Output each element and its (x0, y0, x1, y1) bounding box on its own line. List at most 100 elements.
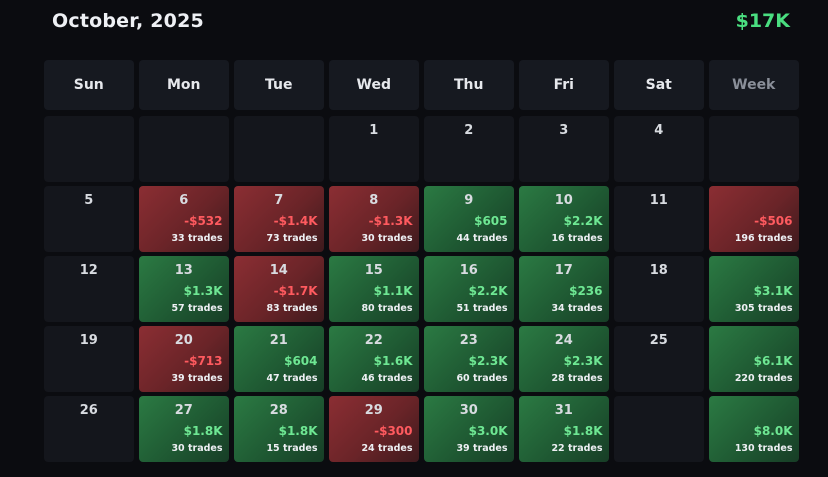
day-cell[interactable]: 3 (519, 116, 609, 182)
day-cell[interactable]: 15 $1.1K 80 trades (329, 256, 419, 322)
day-number: 24 (554, 333, 573, 348)
trade-count: 39 trades (456, 443, 508, 454)
day-cell[interactable]: 19 (44, 326, 134, 392)
day-cell[interactable]: 24 $2.3K 28 trades (519, 326, 609, 392)
day-cell[interactable]: 29 -$300 24 trades (329, 396, 419, 462)
day-cell[interactable]: 26 (44, 396, 134, 462)
day-cell[interactable]: 4 (614, 116, 704, 182)
week-summary-cell[interactable] (709, 116, 799, 182)
day-pnl: -$300 (374, 424, 413, 438)
day-cell[interactable]: 8 -$1.3K 30 trades (329, 186, 419, 252)
day-pnl: -$713 (184, 354, 223, 368)
day-pnl: -$1.3K (368, 214, 413, 228)
day-number: 26 (79, 403, 98, 418)
day-number: 27 (174, 403, 193, 418)
day-pnl: $236 (569, 284, 603, 298)
day-number: 23 (459, 333, 478, 348)
day-cell[interactable]: 25 (614, 326, 704, 392)
day-cell[interactable]: 31 $1.8K 22 trades (519, 396, 609, 462)
trade-count: 34 trades (551, 303, 603, 314)
day-cell[interactable]: 12 (44, 256, 134, 322)
day-number: 20 (174, 333, 193, 348)
day-number: 29 (364, 403, 383, 418)
trade-count: 51 trades (456, 303, 508, 314)
trade-count: 30 trades (171, 443, 223, 454)
day-cell[interactable]: 7 -$1.4K 73 trades (234, 186, 324, 252)
day-number: 1 (369, 123, 379, 138)
day-cell[interactable]: 13 $1.3K 57 trades (139, 256, 229, 322)
day-cell[interactable] (44, 116, 134, 182)
day-number: 12 (79, 263, 98, 278)
day-cell[interactable] (614, 396, 704, 462)
day-cell[interactable]: 23 $2.3K 60 trades (424, 326, 514, 392)
day-pnl: -$1.4K (273, 214, 318, 228)
day-cell[interactable]: 30 $3.0K 39 trades (424, 396, 514, 462)
trade-count: 60 trades (456, 373, 508, 384)
day-cell[interactable]: 22 $1.6K 46 trades (329, 326, 419, 392)
dayheader-week: Week (709, 60, 799, 110)
trade-count: 33 trades (171, 233, 223, 244)
day-pnl: $2.2K (468, 284, 508, 298)
dayheader-tue: Tue (234, 60, 324, 110)
day-number: 6 (179, 193, 189, 208)
day-cell[interactable]: 16 $2.2K 51 trades (424, 256, 514, 322)
week-summary-cell[interactable]: $8.0K 130 trades (709, 396, 799, 462)
day-cell[interactable]: 14 -$1.7K 83 trades (234, 256, 324, 322)
day-number: 16 (459, 263, 478, 278)
day-cell[interactable]: 2 (424, 116, 514, 182)
day-cell[interactable]: 21 $604 47 trades (234, 326, 324, 392)
day-number: 15 (364, 263, 383, 278)
day-number: 22 (364, 333, 383, 348)
week-summary-cell[interactable]: -$506 196 trades (709, 186, 799, 252)
trade-count: 83 trades (266, 303, 318, 314)
week-summary-cell[interactable]: $6.1K 220 trades (709, 326, 799, 392)
day-cell[interactable] (234, 116, 324, 182)
day-pnl: $3.0K (468, 424, 508, 438)
trade-count: 28 trades (551, 373, 603, 384)
day-number: 28 (269, 403, 288, 418)
month-title[interactable]: October, 2025 (52, 10, 204, 32)
day-cell[interactable]: 17 $236 34 trades (519, 256, 609, 322)
trade-count: 39 trades (171, 373, 223, 384)
day-cell[interactable]: 11 (614, 186, 704, 252)
trade-count: 15 trades (266, 443, 318, 454)
day-pnl: $3.1K (753, 284, 793, 298)
day-pnl: $1.8K (278, 424, 318, 438)
day-cell[interactable]: 28 $1.8K 15 trades (234, 396, 324, 462)
day-number: 30 (459, 403, 478, 418)
day-number: 3 (559, 123, 569, 138)
day-pnl: $2.2K (563, 214, 603, 228)
day-cell[interactable] (139, 116, 229, 182)
day-cell[interactable]: 6 -$532 33 trades (139, 186, 229, 252)
day-cell[interactable]: 18 (614, 256, 704, 322)
day-cell[interactable]: 9 $605 44 trades (424, 186, 514, 252)
day-cell[interactable]: 5 (44, 186, 134, 252)
day-number: 19 (79, 333, 98, 348)
day-pnl: -$1.7K (273, 284, 318, 298)
day-cell[interactable]: 20 -$713 39 trades (139, 326, 229, 392)
trade-count: 44 trades (456, 233, 508, 244)
day-pnl: -$506 (754, 214, 793, 228)
day-pnl: $1.8K (563, 424, 603, 438)
day-number: 2 (464, 123, 474, 138)
day-number: 31 (554, 403, 573, 418)
day-number: 17 (554, 263, 573, 278)
day-pnl: -$532 (184, 214, 223, 228)
trade-count: 22 trades (551, 443, 603, 454)
day-number: 7 (274, 193, 284, 208)
day-number: 4 (654, 123, 664, 138)
trade-count: 30 trades (361, 233, 413, 244)
dayheader-mon: Mon (139, 60, 229, 110)
trade-count: 47 trades (266, 373, 318, 384)
trade-count: 196 trades (734, 233, 793, 244)
week-summary-cell[interactable]: $3.1K 305 trades (709, 256, 799, 322)
trade-count: 57 trades (171, 303, 223, 314)
day-cell[interactable]: 10 $2.2K 16 trades (519, 186, 609, 252)
day-number: 9 (464, 193, 474, 208)
day-cell[interactable]: 1 (329, 116, 419, 182)
day-number: 13 (174, 263, 193, 278)
day-cell[interactable]: 27 $1.8K 30 trades (139, 396, 229, 462)
dayheader-wed: Wed (329, 60, 419, 110)
day-pnl: $1.3K (183, 284, 223, 298)
